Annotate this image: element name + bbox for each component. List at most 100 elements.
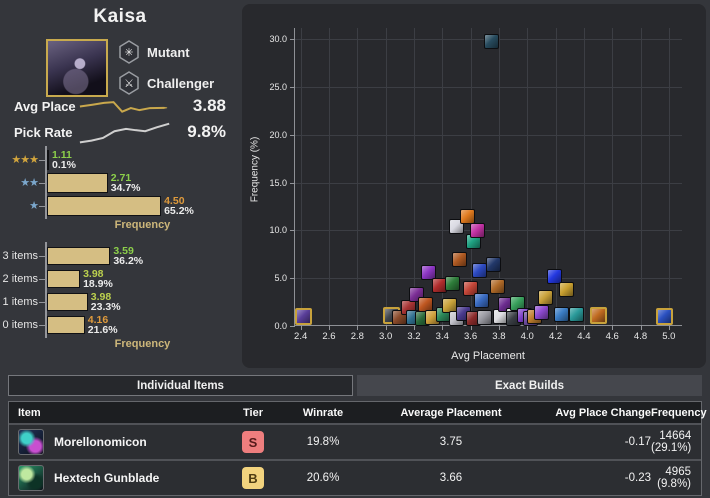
item-name: Hextech Gunblade (54, 471, 160, 485)
y-tick-label: 0.0 (274, 321, 287, 331)
y-tick-label: 20.0 (269, 129, 287, 140)
avg-place-value: 3.88 (192, 96, 226, 115)
item-scatter-point[interactable] (546, 268, 562, 284)
frequency-bar (47, 149, 49, 170)
item-scatter-point[interactable] (533, 305, 549, 321)
x-tick-label: 2.8 (350, 331, 364, 342)
items-tab-bar: Individual Items Exact Builds (8, 375, 702, 396)
bar-row: 3 items 3.59 36.2% (0, 244, 240, 267)
item-scatter-point[interactable] (489, 279, 505, 295)
item-scatter-point[interactable] (484, 33, 500, 49)
bar-row: 1 items 3.98 23.3% (0, 290, 240, 313)
trait-label: Mutant (147, 44, 190, 60)
item-scatter-point[interactable] (465, 310, 481, 326)
page-title: Kaisa (93, 6, 147, 27)
item-scatter-point[interactable] (477, 309, 493, 325)
bar-label: ★ (0, 199, 45, 212)
table-row[interactable]: Morellonomicon S 19.8% 3.75 -0.17 14664 … (9, 423, 701, 459)
star-rating: ★★★ (11, 154, 39, 166)
item-scatter-point[interactable] (470, 222, 486, 238)
item-icon (18, 465, 44, 491)
bar-values: 1.11 0.1% (52, 148, 76, 171)
pick-rate-value: 9.8% (187, 122, 226, 141)
header-avg-place-change: Avg Place Change (555, 406, 651, 419)
star-rating: ★ (29, 200, 39, 212)
item-scatter-point[interactable] (420, 265, 436, 280)
frequency-cell: 4965 (9.8%) (657, 466, 691, 490)
item-scatter-point[interactable] (460, 208, 476, 224)
avg-place-sparkline (78, 93, 168, 119)
item-scatter-point[interactable] (431, 278, 447, 294)
x-tick-label: 2.6 (322, 331, 336, 342)
item-scatter-point[interactable] (589, 306, 607, 324)
bar-label: ★★★ (0, 153, 45, 166)
item-scatter-point[interactable] (471, 263, 487, 279)
bar-label: 1 items (2, 295, 38, 308)
trait-label: Challenger (147, 75, 215, 91)
avg-placement-cell: 3.66 (439, 472, 463, 484)
item-scatter-point[interactable] (451, 251, 467, 267)
item-chart-xlabel: Frequency (114, 338, 171, 350)
items-table: Item Tier Winrate Average Placement Avg … (8, 401, 707, 496)
x-tick-label: 5.0 (662, 331, 676, 342)
star-rating: ★★ (20, 177, 39, 189)
star-level-chart: ★★★ 1.11 0.1% ★★ 2.71 34.7% ★ (0, 146, 240, 231)
tier-badge: B (242, 467, 264, 489)
item-scatter-point[interactable] (538, 289, 554, 305)
frequency-bar (47, 292, 88, 311)
item-scatter-point[interactable] (569, 307, 585, 323)
bar-values: 4.16 21.6% (87, 313, 118, 336)
y-tick-label: 25.0 (269, 82, 287, 93)
table-header: Item Tier Winrate Average Placement Avg … (9, 402, 707, 423)
item-scatter-point[interactable] (444, 276, 460, 292)
item-icon (18, 429, 44, 455)
mutant-icon: ✳ (118, 40, 140, 64)
avg-placement-cell: 3.75 (439, 436, 463, 448)
tab-exact-builds[interactable]: Exact Builds (357, 375, 702, 396)
header-winrate: Winrate (302, 406, 344, 419)
frequency-bar (47, 269, 81, 288)
x-tick-label: 3.2 (407, 331, 421, 342)
frequency-bar (47, 172, 108, 193)
item-scatter-point[interactable] (463, 281, 479, 297)
bar-values: 4.50 65.2% (164, 194, 194, 217)
item-scatter-point[interactable] (474, 292, 490, 308)
item-scatter-point[interactable] (505, 310, 521, 326)
frequency-bar (47, 246, 111, 265)
header-tier: Tier (243, 406, 263, 419)
item-scatter-point[interactable] (656, 307, 674, 325)
scatter-plot-area: 0.0 5.0 10.0 15.0 20.0 25.0 30.0 2.4 2.6 2.8 3.0 3.… (269, 28, 682, 342)
x-tick-label: 4.0 (520, 331, 534, 342)
x-tick-label: 3.8 (492, 331, 506, 342)
avg-place-change-cell: -0.17 (624, 436, 651, 448)
trait-mutant: ✳ Mutant (118, 40, 214, 64)
item-scatter-point[interactable] (441, 298, 457, 314)
pick-rate-stat: Pick Rate 9.8% (0, 119, 240, 145)
item-scatter-point[interactable] (294, 307, 312, 325)
bar-values: 3.59 36.2% (113, 244, 144, 267)
challenger-icon: ⚔ (118, 71, 140, 95)
x-tick-label: 3.4 (435, 331, 449, 342)
bar-values: 3.98 18.9% (83, 267, 113, 290)
x-tick-label: 4.4 (577, 331, 591, 342)
y-tick-label: 15.0 (269, 177, 287, 188)
header-frequency: Frequency (651, 406, 707, 419)
champion-panel: Kaisa ✳ Mutant ⚔ Challenger Avg Place (0, 0, 240, 372)
pick-rate-label: Pick Rate (14, 124, 73, 140)
item-scatter-point[interactable] (485, 257, 501, 273)
items-scatter-chart: Frequency (%) 0.0 5.0 10.0 15.0 20.0 25.0 30.0… (242, 4, 706, 368)
tab-individual-items[interactable]: Individual Items (8, 375, 353, 396)
item-scatter-point[interactable] (553, 307, 569, 323)
bar-label: 2 items (2, 272, 38, 285)
header-average-placement: Average Placement (400, 406, 502, 419)
scatter-xlabel: Avg Placement (451, 350, 525, 362)
x-tick-label: 2.4 (294, 331, 308, 342)
winrate-cell: 20.6% (306, 472, 340, 484)
pick-rate-sparkline (78, 119, 174, 145)
table-row[interactable]: Hextech Gunblade B 20.6% 3.66 -0.23 4965… (9, 459, 701, 495)
item-scatter-point[interactable] (424, 309, 440, 325)
item-scatter-point[interactable] (559, 282, 575, 298)
item-scatter-point[interactable] (448, 219, 464, 235)
x-tick-label: 4.6 (605, 331, 619, 342)
star-chart-xlabel: Frequency (114, 219, 171, 231)
